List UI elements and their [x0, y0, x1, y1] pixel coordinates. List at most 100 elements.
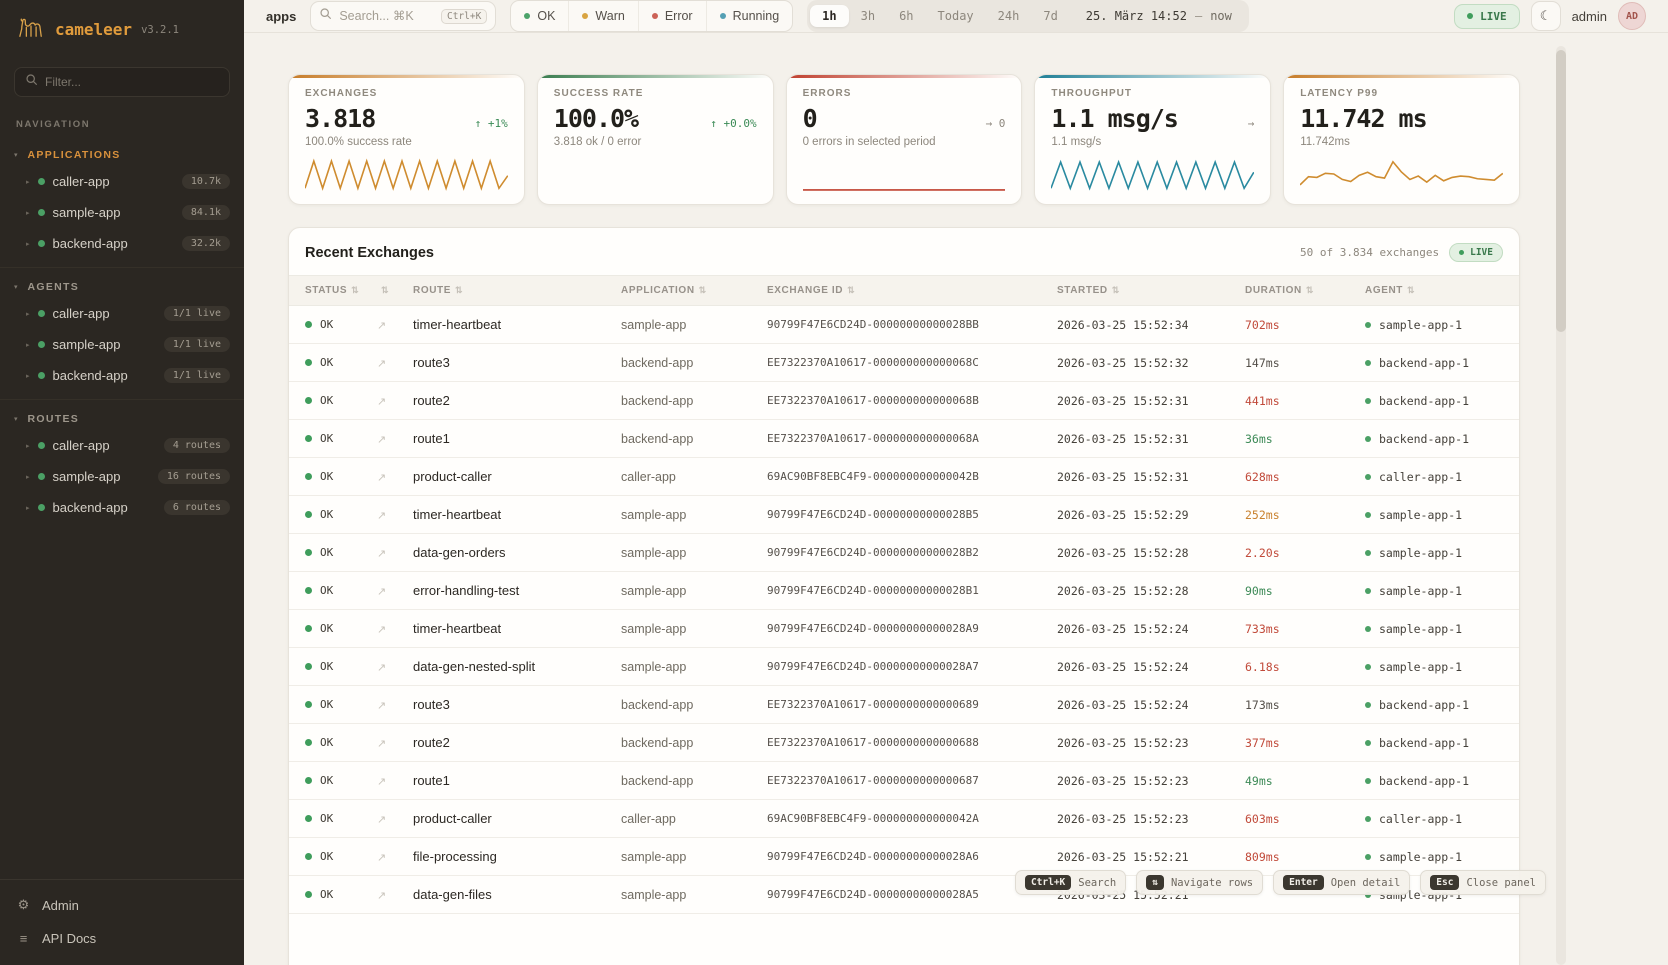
cell-route: data-gen-nested-split — [405, 647, 613, 686]
table-row[interactable]: OK ↗ route1 backend-app EE7322370A10617-0000… — [289, 761, 1519, 800]
range-button-today[interactable]: Today — [937, 9, 974, 23]
filter-input[interactable] — [45, 75, 219, 89]
column-header-status[interactable]: STATUS ⇅ — [289, 275, 369, 306]
cell-route: route1 — [405, 419, 613, 458]
status-filter-ok[interactable]: OK — [511, 1, 568, 31]
table-row[interactable]: OK ↗ file-processing sample-app 90799F47E6CD… — [289, 837, 1519, 876]
live-toggle[interactable]: LIVE — [1454, 3, 1520, 29]
table-row[interactable]: OK ↗ product-caller caller-app 69AC90BF8EBC4… — [289, 799, 1519, 838]
column-header-agent[interactable]: AGENT ⇅ — [1357, 275, 1519, 306]
open-detail-icon[interactable]: ↗ — [377, 586, 387, 598]
open-detail-icon[interactable]: ↗ — [377, 738, 387, 750]
open-detail-icon[interactable]: ↗ — [377, 548, 387, 560]
table-row[interactable]: OK ↗ route2 backend-app EE7322370A10617-0000… — [289, 381, 1519, 420]
cell-expand: ↗ — [369, 495, 405, 534]
time-range-group: 1h 3h 6h Today 24h 7d 25. März 14:52 – now — [807, 0, 1249, 32]
sidebar-item-sample-app[interactable]: ▸ sample-app 1/1 live — [0, 329, 244, 360]
date-range[interactable]: 25. März 14:52 – now — [1070, 9, 1246, 23]
sidebar-item-backend-app[interactable]: ▸ backend-app 1/1 live — [0, 360, 244, 391]
search-input[interactable] — [339, 9, 435, 23]
scrollbar-thumb[interactable] — [1556, 50, 1566, 332]
metric-card-exchanges[interactable]: EXCHANGES 3.818 ↑ +1% 100.0% success rate — [288, 74, 525, 205]
range-button-7d[interactable]: 7d — [1043, 9, 1058, 23]
table-row[interactable]: OK ↗ route2 backend-app EE7322370A10617-0000… — [289, 723, 1519, 762]
section-header-routes[interactable]: ▾ ROUTES — [0, 406, 244, 430]
status-filter-error[interactable]: Error — [637, 1, 706, 31]
table-row[interactable]: OK ↗ route1 backend-app EE7322370A10617-0000… — [289, 419, 1519, 458]
table-row[interactable]: OK ↗ timer-heartbeat sample-app 90799F47E6CD… — [289, 495, 1519, 534]
sidebar-item-badge: 84.1k — [181, 205, 230, 220]
open-detail-icon[interactable]: ↗ — [377, 320, 387, 332]
sidebar-item-caller-app[interactable]: ▸ caller-app 1/1 live — [0, 298, 244, 329]
metric-card-throughput[interactable]: THROUGHPUT 1.1 msg/s → 1.1 msg/s — [1034, 74, 1272, 205]
sort-icon: ⇅ — [698, 285, 707, 295]
table-row[interactable]: OK ↗ data-gen-orders sample-app 90799F47E6CD… — [289, 533, 1519, 572]
cell-duration: 702ms — [1245, 317, 1280, 332]
open-detail-icon[interactable]: ↗ — [377, 434, 387, 446]
table-row[interactable]: OK ↗ route3 backend-app EE7322370A10617-0000… — [289, 343, 1519, 382]
open-detail-icon[interactable]: ↗ — [377, 814, 387, 826]
sidebar-footer-admin[interactable]: ⚙ Admin — [0, 888, 244, 922]
open-detail-icon[interactable]: ↗ — [377, 776, 387, 788]
open-detail-icon[interactable]: ↗ — [377, 662, 387, 674]
sidebar-footer-api-docs[interactable]: ≡ API Docs — [0, 922, 244, 955]
open-detail-icon[interactable]: ↗ — [377, 358, 387, 370]
table-row[interactable]: OK ↗ data-gen-nested-split sample-app 90799F… — [289, 647, 1519, 686]
open-detail-icon[interactable]: ↗ — [377, 700, 387, 712]
theme-toggle[interactable]: ☾ — [1530, 1, 1561, 31]
metric-card-errors[interactable]: ERRORS 0 → 0 0 errors in selected period — [785, 74, 1023, 205]
column-header-application[interactable]: APPLICATION ⇅ — [613, 275, 759, 306]
scrollbar-track[interactable] — [1556, 46, 1566, 965]
table-row[interactable]: OK ↗ timer-heartbeat sample-app 90799F47E6CD… — [289, 306, 1519, 344]
cell-status: OK — [289, 495, 369, 534]
card-delta: ↑ +0.0% — [710, 117, 757, 130]
sidebar-item-sample-app[interactable]: ▸ sample-app 84.1k — [0, 197, 244, 228]
cell-status: OK — [289, 723, 369, 762]
sidebar-item-backend-app[interactable]: ▸ backend-app 32.2k — [0, 228, 244, 259]
section-header-agents[interactable]: ▾ AGENTS — [0, 274, 244, 298]
status-dot — [37, 310, 45, 317]
sidebar-item-sample-app[interactable]: ▸ sample-app 16 routes — [0, 461, 244, 492]
hint-close-panel: Esc Close panel — [1420, 870, 1546, 895]
range-button-1h[interactable]: 1h — [810, 5, 849, 27]
sidebar-item-backend-app[interactable]: ▸ backend-app 6 routes — [0, 492, 244, 523]
ok-status-dot — [305, 549, 312, 556]
status-filter-running[interactable]: Running — [705, 1, 793, 31]
cell-route: data-gen-orders — [405, 533, 613, 572]
status-filter-warn[interactable]: Warn — [568, 1, 637, 31]
cell-route: product-caller — [405, 799, 613, 838]
open-detail-icon[interactable]: ↗ — [377, 852, 387, 864]
open-detail-icon[interactable]: ↗ — [377, 624, 387, 636]
sidebar-item-caller-app[interactable]: ▸ caller-app 4 routes — [0, 430, 244, 461]
ok-status-dot — [305, 473, 312, 480]
status-filter-group: OK Warn Error Running — [510, 0, 794, 32]
table-live-badge[interactable]: LIVE — [1449, 243, 1503, 262]
card-accent-bar — [1035, 75, 1271, 78]
cell-exchange-id: 90799F47E6CD24D-00000000000028BB — [767, 318, 979, 331]
column-header-exchange-id[interactable]: EXCHANGE ID ⇅ — [759, 275, 1049, 306]
column-header-expand[interactable]: ⇅ — [369, 275, 405, 306]
open-detail-icon[interactable]: ↗ — [377, 472, 387, 484]
range-button-3h[interactable]: 3h — [860, 9, 876, 23]
table-row[interactable]: OK ↗ product-caller caller-app 69AC90BF8EBC4… — [289, 457, 1519, 496]
table-row[interactable]: OK ↗ timer-heartbeat sample-app 90799F47E6CD… — [289, 609, 1519, 648]
range-button-24h[interactable]: 24h — [997, 9, 1020, 23]
metric-card-latency-p99[interactable]: LATENCY P99 11.742 ms 11.742ms — [1283, 74, 1520, 205]
cell-duration: 49ms — [1237, 761, 1357, 800]
open-detail-icon[interactable]: ↗ — [377, 396, 387, 408]
column-header-duration[interactable]: DURATION ⇅ — [1237, 275, 1357, 306]
open-detail-icon[interactable]: ↗ — [377, 510, 387, 522]
sidebar-item-badge: 6 routes — [163, 500, 230, 515]
avatar[interactable]: AD — [1618, 2, 1646, 30]
column-header-route[interactable]: ROUTE ⇅ — [405, 275, 613, 306]
section-header-applications[interactable]: ▾ APPLICATIONS — [0, 142, 244, 166]
cell-status: OK — [289, 381, 369, 420]
open-detail-icon[interactable]: ↗ — [377, 890, 387, 902]
range-button-6h[interactable]: 6h — [899, 9, 914, 23]
column-header-started[interactable]: STARTED ⇅ — [1049, 275, 1237, 306]
app-logo[interactable]: cameleer v3.2.1 — [0, 0, 244, 57]
sidebar-item-caller-app[interactable]: ▸ caller-app 10.7k — [0, 166, 244, 197]
table-row[interactable]: OK ↗ error-handling-test sample-app 90799F47… — [289, 571, 1519, 610]
table-row[interactable]: OK ↗ route3 backend-app EE7322370A10617-0000… — [289, 685, 1519, 724]
metric-card-success-rate[interactable]: SUCCESS RATE 100.0% ↑ +0.0% 3.818 ok / 0 er… — [536, 74, 774, 205]
